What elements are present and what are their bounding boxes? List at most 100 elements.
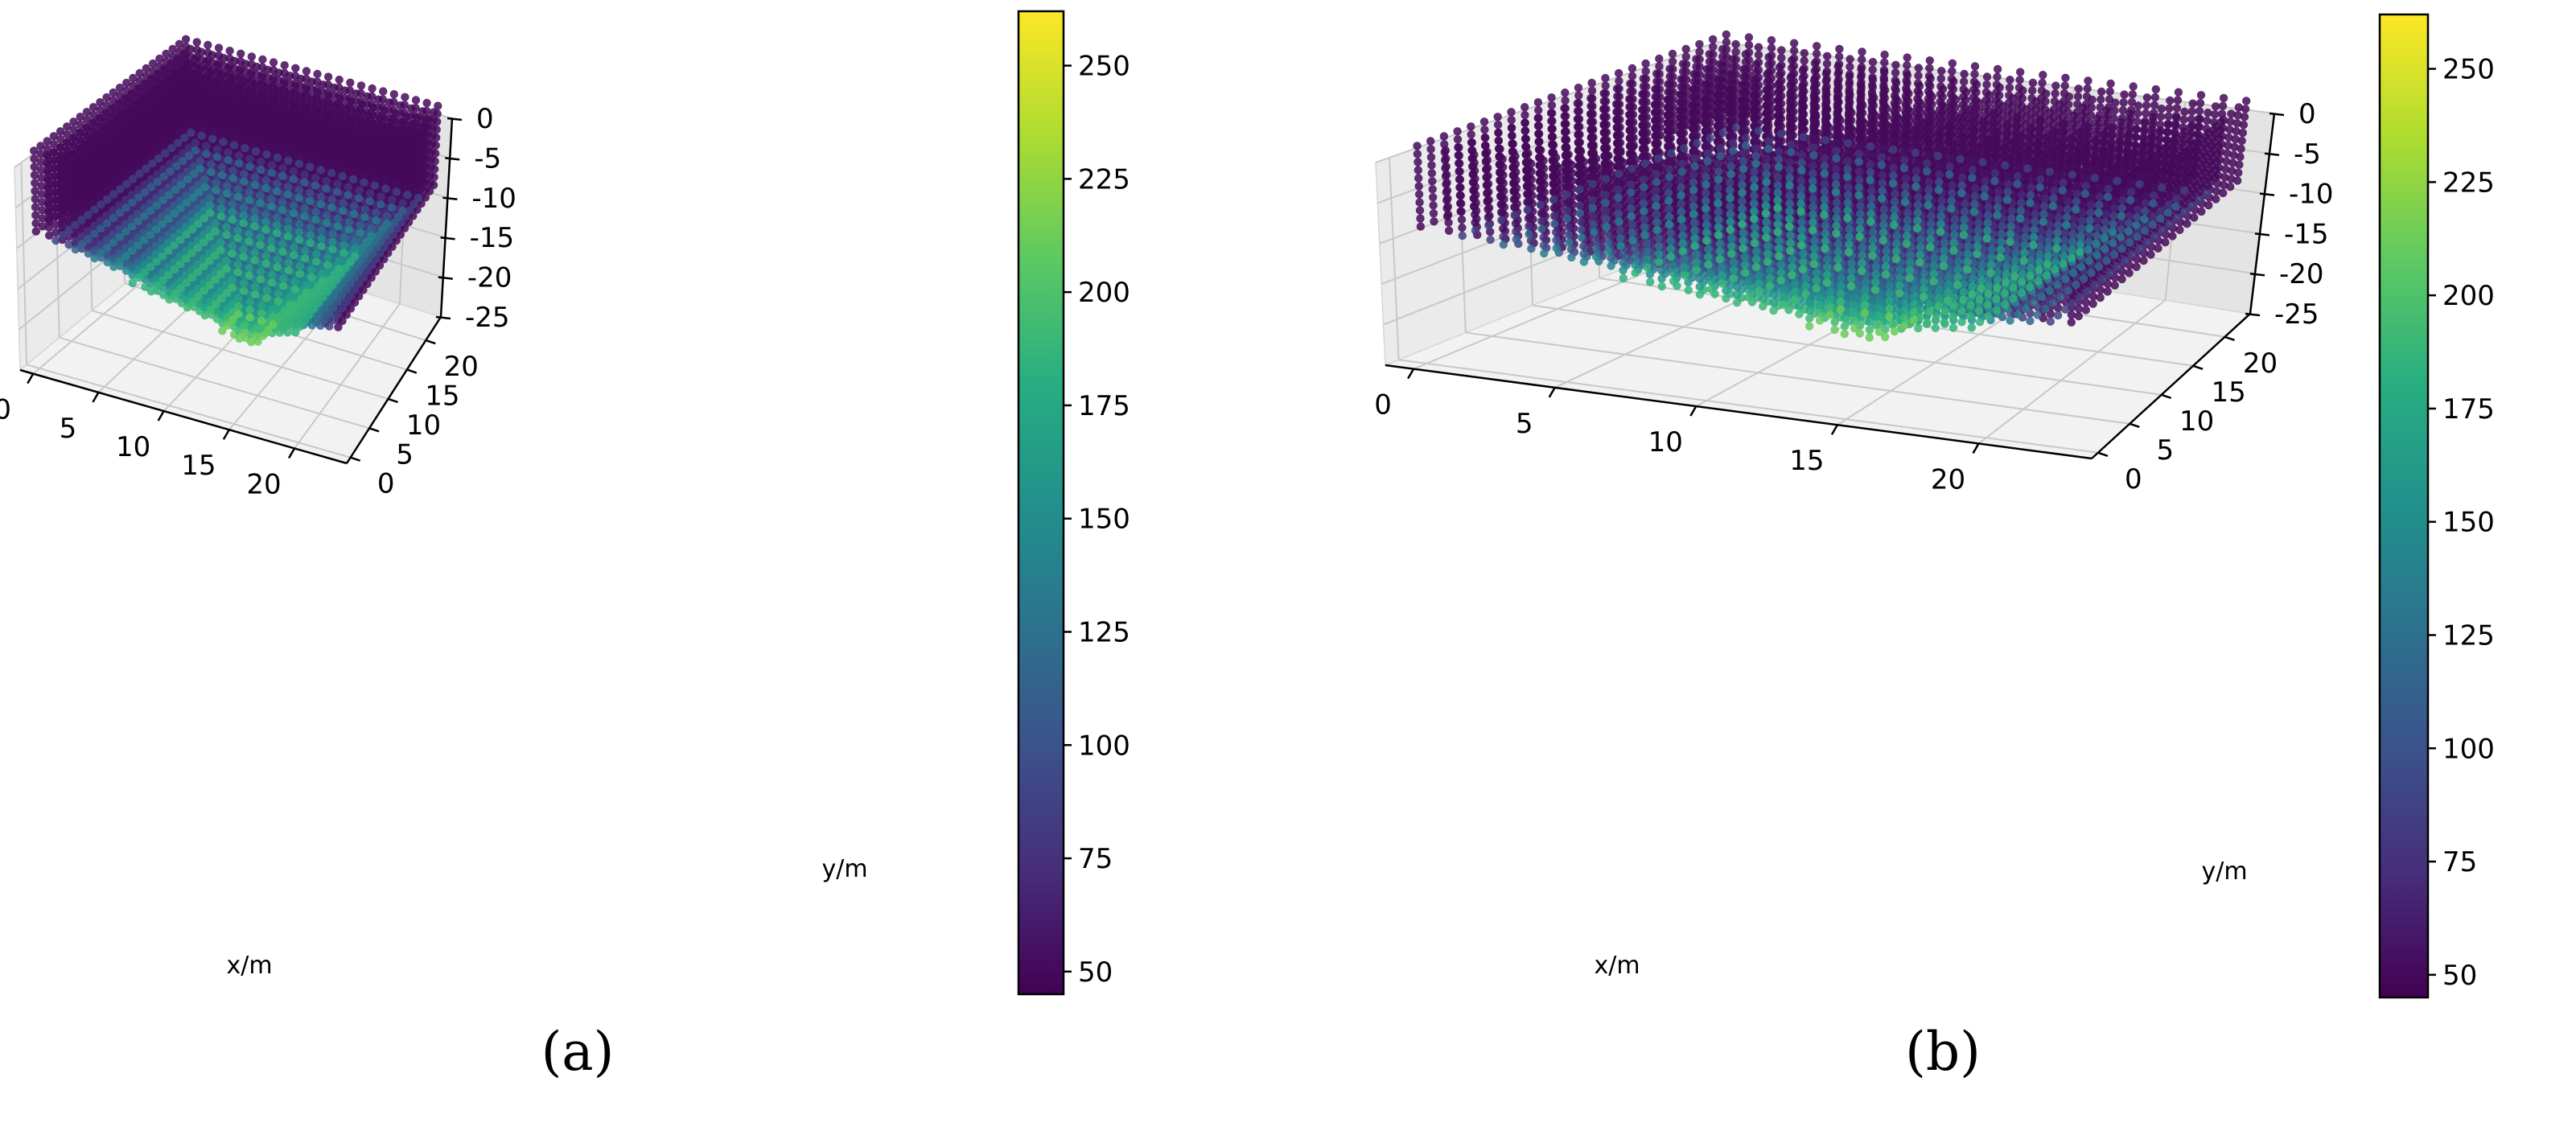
scatter-point	[420, 146, 429, 155]
scatter-point	[367, 273, 376, 282]
scatter-point	[434, 101, 442, 110]
scatter-point	[414, 194, 423, 203]
scatter-point	[355, 292, 364, 301]
scatter-point	[316, 309, 325, 318]
scatter-point	[333, 297, 343, 306]
scatter-point	[432, 125, 441, 134]
scatter-point	[338, 291, 347, 300]
scatter-point	[334, 323, 343, 331]
scatter-point	[240, 321, 249, 330]
scatter-point	[359, 286, 368, 294]
scatter-point	[411, 96, 421, 105]
scatter-point	[429, 180, 438, 190]
floor-grid-y	[59, 336, 370, 430]
scatter-point	[431, 141, 440, 150]
scatter-point	[422, 114, 430, 123]
scatter-point	[410, 111, 420, 121]
floor-grid-y	[92, 310, 389, 400]
scatter-point	[419, 170, 428, 179]
scatter-point	[431, 149, 440, 158]
scatter-point	[410, 127, 419, 136]
scatter-point	[408, 167, 418, 175]
scatter-point	[433, 109, 442, 118]
scatter-point	[286, 293, 294, 302]
scatter-point	[269, 305, 278, 314]
scatter-point	[421, 130, 430, 139]
scatter-point	[290, 285, 299, 294]
scatter-point	[342, 310, 351, 319]
scatter-point	[339, 249, 348, 257]
scatter-point	[257, 316, 266, 326]
left-grid-y	[20, 162, 28, 365]
scatter-point	[312, 257, 321, 266]
scatter-point	[418, 178, 427, 187]
scatter-point	[360, 212, 369, 222]
scatter-point	[432, 133, 441, 142]
scatter-point	[290, 277, 299, 286]
scatter-point	[285, 300, 294, 310]
scatter-point	[409, 150, 418, 160]
scatter-point	[274, 289, 283, 298]
scatter-point	[377, 200, 385, 209]
scatter-point	[430, 157, 439, 166]
scatter-point	[329, 315, 338, 325]
scatter-point	[328, 237, 337, 246]
scatter-point	[419, 162, 428, 171]
scatter-point	[422, 98, 431, 108]
scatter-point	[312, 315, 321, 323]
scatter-point	[367, 232, 376, 241]
scatter-point	[356, 220, 364, 229]
scatter-point	[411, 104, 420, 113]
scatter-point	[360, 205, 370, 214]
scatter-point	[392, 187, 401, 196]
scatter-point	[433, 117, 442, 126]
scatter-point	[274, 297, 283, 306]
scatter-point	[269, 320, 278, 329]
scatter-point	[351, 244, 360, 253]
scatter-point	[334, 264, 344, 273]
scatter-point	[356, 228, 364, 237]
scatter-point	[323, 261, 332, 269]
scatter-point	[346, 304, 356, 313]
scatter-point	[302, 281, 311, 290]
scatter-point	[252, 324, 261, 333]
scatter-point	[333, 310, 342, 319]
scatter-point	[295, 261, 305, 271]
scatter-point	[337, 303, 347, 312]
floor-grid-y	[26, 364, 351, 459]
scatter-point	[346, 291, 355, 300]
scatter-point	[323, 253, 332, 262]
scatter-point	[409, 135, 418, 144]
scatter-point	[372, 208, 381, 217]
scatter-point	[371, 267, 380, 276]
scatter-point	[422, 106, 431, 116]
scatter-point	[335, 257, 344, 265]
scatter-point	[350, 252, 360, 261]
scatter-point	[339, 241, 348, 249]
scatter-point	[409, 158, 418, 167]
scatter-point	[321, 302, 330, 312]
scatter-point	[325, 309, 334, 318]
scatter-point	[316, 321, 325, 330]
scatter-point	[307, 273, 316, 282]
scatter-point	[367, 224, 376, 232]
scatter-point	[403, 191, 412, 199]
scatter-point	[344, 217, 354, 226]
scatter-point	[329, 303, 338, 312]
scatter-point	[350, 298, 360, 307]
scatter-point	[351, 236, 360, 245]
scatter-point	[342, 298, 351, 306]
scatter-point	[320, 315, 329, 324]
scatter-point	[319, 269, 327, 278]
scatter-point	[421, 138, 430, 147]
scatter-point	[410, 119, 419, 128]
scatter-point	[372, 216, 381, 225]
scatter-point	[302, 288, 311, 298]
scatter-point	[398, 199, 408, 208]
scatter-point	[422, 122, 430, 131]
scatter-points	[30, 35, 442, 347]
scatter-point	[430, 173, 438, 182]
scatter-point	[328, 245, 337, 254]
